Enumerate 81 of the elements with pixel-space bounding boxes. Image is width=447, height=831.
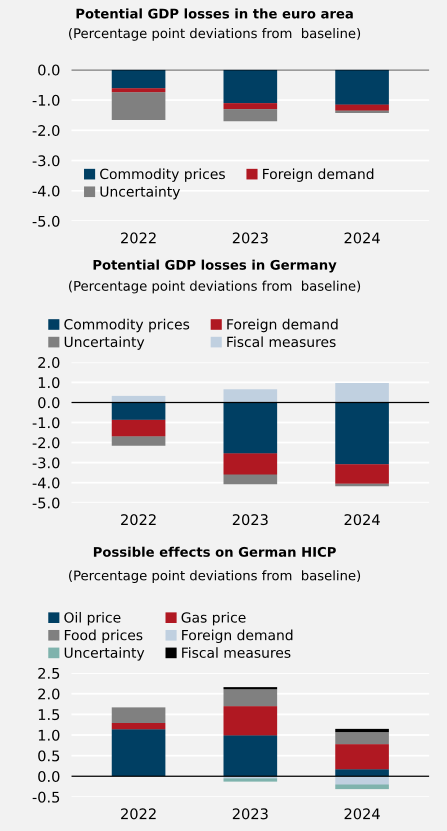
y-tick-label: 2.0 bbox=[38, 357, 60, 368]
chart-title: Potential GDP losses in Germany bbox=[94, 260, 337, 272]
y-tick-label: 0.5 bbox=[38, 750, 60, 762]
chart-subtitle: (Percentage point deviations from baseline) bbox=[69, 28, 360, 41]
legend-label: Food prices bbox=[64, 630, 142, 643]
bar bbox=[224, 706, 278, 736]
y-tick-label: -1.0 bbox=[32, 94, 60, 106]
bar bbox=[224, 389, 278, 402]
bar bbox=[112, 729, 166, 776]
bar bbox=[224, 453, 278, 474]
bar bbox=[112, 723, 166, 730]
y-tick-label: -3.0 bbox=[32, 457, 60, 468]
bar bbox=[335, 776, 389, 785]
y-tick-label: -4.0 bbox=[32, 186, 60, 197]
bar bbox=[224, 778, 278, 782]
x-tick-label: 2024 bbox=[344, 514, 380, 526]
x-tick-label: 2023 bbox=[232, 514, 268, 526]
legend-label: Gas price bbox=[182, 612, 246, 626]
bar bbox=[335, 484, 389, 486]
bar bbox=[335, 744, 389, 770]
legend-label: Uncertainty bbox=[64, 647, 144, 661]
y-tick-label: 0.0 bbox=[38, 64, 60, 76]
chart-subtitle: (Percentage point deviations from baseline) bbox=[69, 280, 360, 294]
legend-label: Commodity prices bbox=[64, 318, 190, 332]
bar bbox=[224, 735, 278, 776]
bar bbox=[112, 420, 166, 436]
y-tick-label: 1.5 bbox=[38, 709, 60, 720]
bar bbox=[335, 70, 389, 105]
bar bbox=[224, 402, 278, 454]
bar bbox=[335, 110, 389, 114]
chart-title: Possible effects on German HICP bbox=[94, 546, 336, 557]
legend-label: Commodity prices bbox=[100, 168, 225, 182]
y-tick-label: 1.0 bbox=[38, 730, 60, 741]
legend-label: Fiscal measures bbox=[227, 336, 336, 348]
legend-label: Uncertainty bbox=[64, 336, 144, 350]
y-tick-label: 0.0 bbox=[38, 397, 60, 408]
y-tick-label: -2.0 bbox=[32, 437, 60, 448]
x-tick-label: 2023 bbox=[232, 232, 268, 244]
bar bbox=[224, 474, 278, 484]
bar bbox=[112, 92, 166, 120]
x-tick-label: 2022 bbox=[121, 232, 156, 244]
y-tick-label: -5.0 bbox=[32, 216, 60, 227]
legend-label: Oil price bbox=[64, 612, 120, 626]
x-tick-label: 2022 bbox=[121, 808, 156, 820]
bar bbox=[335, 382, 389, 402]
bar bbox=[224, 103, 278, 110]
legend-label: Foreign demand bbox=[263, 168, 374, 182]
bar bbox=[335, 784, 389, 790]
y-tick-label: 2.0 bbox=[38, 688, 60, 700]
y-tick-label: -4.0 bbox=[32, 477, 60, 488]
bar bbox=[335, 464, 389, 484]
bar bbox=[224, 689, 278, 706]
bar bbox=[335, 402, 389, 464]
bar bbox=[335, 728, 389, 732]
legend-label: Foreign demand bbox=[182, 630, 292, 643]
bar bbox=[112, 707, 166, 724]
y-tick-label: -5.0 bbox=[32, 497, 60, 509]
y-tick-label: -3.0 bbox=[32, 155, 60, 166]
x-tick-label: 2023 bbox=[232, 808, 268, 820]
bar bbox=[224, 70, 278, 104]
x-tick-label: 2024 bbox=[344, 232, 380, 244]
bar bbox=[112, 70, 166, 88]
bar bbox=[335, 732, 389, 744]
y-tick-label: -1.0 bbox=[32, 417, 60, 428]
legend-label: Foreign demand bbox=[227, 318, 338, 332]
y-tick-label: 2.5 bbox=[38, 668, 60, 679]
bar bbox=[224, 109, 278, 122]
y-tick-label: 0.0 bbox=[38, 771, 60, 782]
x-tick-label: 2024 bbox=[344, 808, 380, 820]
x-tick-label: 2022 bbox=[121, 514, 156, 526]
y-tick-label: -2.0 bbox=[32, 125, 60, 136]
legend-label: Fiscal measures bbox=[182, 647, 290, 658]
chart-title: Potential GDP losses in the euro area bbox=[76, 8, 353, 19]
bar bbox=[335, 104, 389, 111]
bar bbox=[112, 436, 166, 446]
bar bbox=[112, 402, 166, 420]
chart-subtitle: (Percentage point deviations from baseline) bbox=[69, 570, 360, 583]
bar bbox=[112, 396, 166, 402]
y-tick-label: 1.0 bbox=[38, 377, 60, 388]
y-tick-label: -0.5 bbox=[32, 792, 60, 803]
legend-label: Uncertainty bbox=[100, 186, 180, 200]
